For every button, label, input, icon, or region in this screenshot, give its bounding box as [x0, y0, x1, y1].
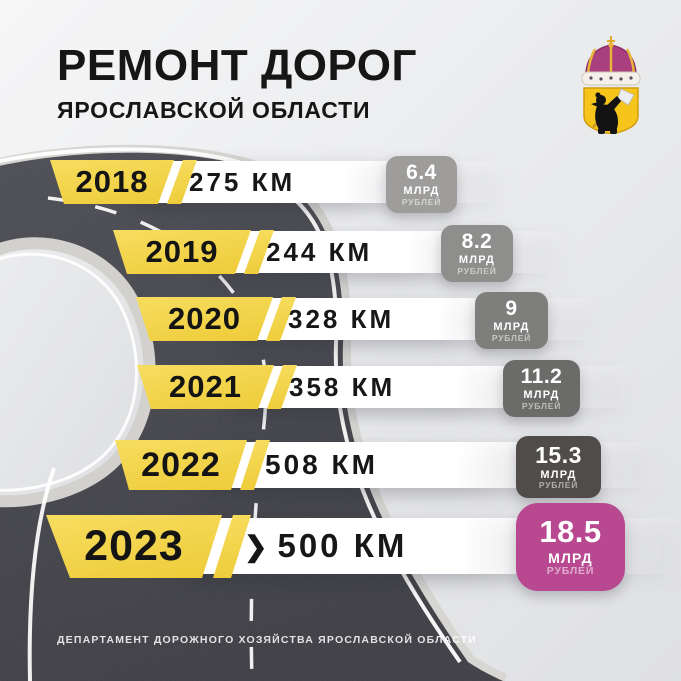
budget-currency: РУБЛЕЙ	[457, 265, 497, 276]
budget-badge: 8.2 МЛРД РУБЛЕЙ	[441, 225, 513, 282]
crown-orb	[608, 42, 614, 48]
ermine-dot	[609, 76, 613, 80]
page-subtitle: ЯРОСЛАВСКОЙ ОБЛАСТИ	[57, 97, 371, 123]
page-title: РЕМОНТ ДОРОГ	[57, 41, 417, 90]
edge-line-top	[0, 147, 249, 167]
year-panel: 2021	[137, 365, 274, 409]
budget-unit: МЛРД	[523, 389, 560, 401]
budget-badge-highlight: 18.5 МЛРД РУБЛЕЙ	[516, 503, 625, 591]
budget-amount: 9	[505, 297, 518, 320]
budget-badge: 6.4 МЛРД РУБЛЕЙ	[386, 156, 457, 213]
budget-unit: МЛРД	[403, 185, 440, 197]
footer-department-label: ДЕПАРТАМЕНТ ДОРОЖНОГО ХОЗЯЙСТВА ЯРОСЛАВС…	[57, 634, 478, 646]
year-panel: 2023	[46, 515, 222, 578]
budget-amount: 6.4	[406, 161, 437, 184]
km-value: 500 КМ	[277, 527, 408, 564]
year-panel: 2018	[50, 160, 174, 204]
year-label: 2020	[168, 301, 241, 336]
crown-cross-icon	[607, 36, 615, 46]
km-value: 328 КМ	[288, 303, 395, 334]
axe-blade-icon	[617, 88, 635, 106]
budget-amount: 15.3	[535, 441, 582, 468]
km-value: 508 КМ	[265, 449, 378, 480]
header: РЕМОНТ ДОРОГ ЯРОСЛАВСКОЙ ОБЛАСТИ	[57, 44, 417, 124]
year-panel: 2019	[113, 230, 251, 274]
km-value: 244 КМ	[266, 236, 373, 267]
year-label: 2019	[145, 234, 219, 269]
budget-amount: 8.2	[461, 230, 493, 253]
year-label: 2022	[141, 445, 221, 484]
edge-line-bottom-left	[27, 467, 56, 681]
budget-badge: 15.3 МЛРД РУБЛЕЙ	[516, 436, 601, 498]
budget-unit: МЛРД	[493, 321, 530, 333]
year-panel: 2022	[115, 440, 247, 490]
budget-amount: 11.2	[520, 365, 563, 388]
budget-currency: РУБЛЕЙ	[521, 400, 562, 411]
yaroslavl-coat-of-arms-icon	[581, 36, 641, 134]
budget-badge: 11.2 МЛРД РУБЛЕЙ	[503, 360, 580, 417]
budget-unit: МЛРД	[540, 468, 577, 481]
ermine-dot	[619, 77, 623, 81]
budget-currency: РУБЛЕЙ	[538, 480, 579, 491]
loop-island-line	[0, 252, 139, 492]
budget-badge: 9 МЛРД РУБЛЕЙ	[475, 292, 548, 349]
budget-currency: РУБЛЕЙ	[491, 332, 532, 343]
ermine-dot	[599, 77, 603, 81]
budget-currency: РУБЛЕЙ	[546, 565, 595, 578]
ermine-dot	[629, 76, 633, 80]
km-value: 358 КМ	[289, 371, 396, 402]
bear-icon	[591, 92, 621, 134]
greater-than-chevron-icon: ❯	[244, 530, 268, 562]
year-label: 2018	[75, 164, 149, 199]
km-value: 275 КМ	[189, 166, 296, 197]
year-label: 2021	[169, 369, 242, 404]
year-panel: 2020	[136, 297, 273, 341]
budget-currency: РУБЛЕЙ	[401, 196, 442, 207]
budget-unit: МЛРД	[548, 550, 593, 567]
ermine-dot	[589, 76, 593, 80]
budget-amount: 18.5	[539, 514, 602, 550]
budget-unit: МЛРД	[458, 254, 496, 266]
year-label: 2023	[84, 522, 184, 570]
